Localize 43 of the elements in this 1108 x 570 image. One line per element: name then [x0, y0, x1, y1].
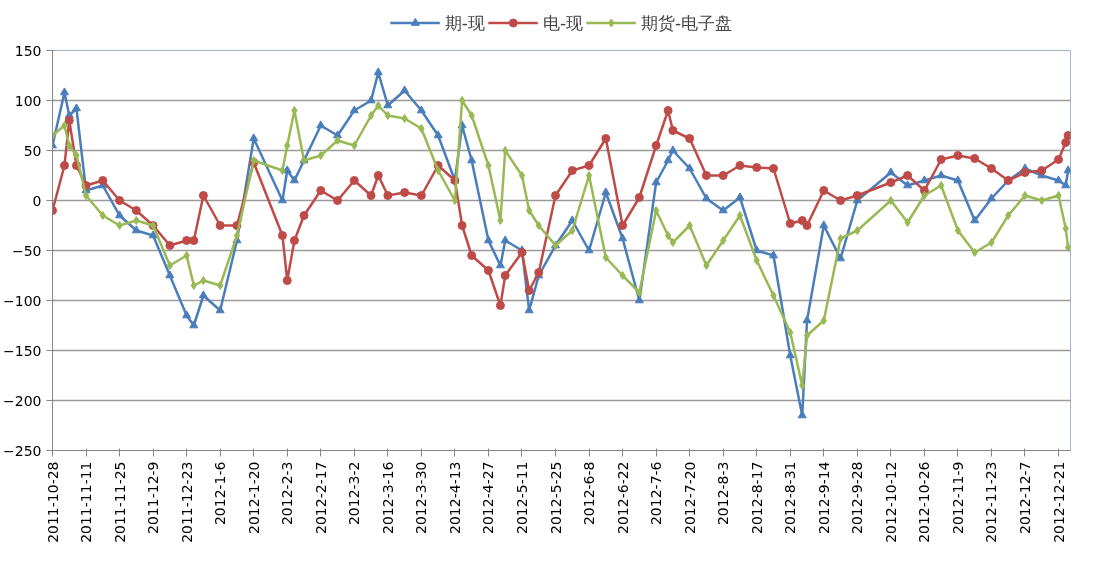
y-tick-label: 100 [14, 92, 42, 109]
x-tick-label: 2012-11-23 [983, 461, 1000, 543]
legend-label: 期货-电子盘 [641, 11, 733, 34]
x-tick-label: 2012-7-6 [648, 461, 665, 526]
legend-label: 期-现 [444, 11, 485, 34]
x-tick-label: 2012-1-6 [212, 461, 229, 526]
x-tick-label: 2012-9-14 [815, 461, 832, 534]
x-tick-label: 2012-2-3 [279, 461, 296, 526]
x-tick-label: 2012-8-17 [748, 461, 765, 534]
x-tick-label: 2012-6-8 [581, 461, 598, 526]
x-tick-label: 2012-9-28 [849, 461, 866, 534]
y-tick-label: −150 [3, 342, 42, 359]
x-tick-label: 2012-3-30 [413, 461, 430, 534]
x-tick-label: 2011-12-9 [145, 461, 162, 534]
x-tick-label: 2012-5-11 [513, 461, 530, 534]
x-tick-label: 2012-4-13 [446, 461, 463, 534]
x-tick-label: 2011-11-11 [78, 461, 95, 543]
x-tick-label: 2011-11-25 [111, 461, 128, 543]
legend-label: 电-现 [542, 11, 584, 34]
x-tick-label: 2012-4-27 [480, 461, 497, 534]
y-tick-label: −100 [3, 292, 42, 309]
x-tick-label: 2012-10-12 [882, 461, 899, 543]
y-tick-label: −200 [3, 392, 42, 409]
x-tick-label: 2012-3-16 [379, 461, 396, 534]
y-tick-label: 50 [23, 142, 42, 159]
y-tick-label: −250 [3, 442, 42, 459]
y-tick-label: 0 [32, 192, 42, 209]
x-tick-label: 2012-1-20 [245, 461, 262, 534]
x-tick-label: 2012-8-3 [715, 461, 732, 526]
y-tick-label: −50 [11, 242, 42, 259]
x-tick-label: 2012-3-2 [346, 461, 363, 526]
x-tick-label: 2011-10-28 [44, 461, 61, 543]
x-tick-label: 2012-11-9 [949, 461, 966, 534]
x-tick-label: 2012-8-31 [782, 461, 799, 534]
x-tick-label: 2012-6-22 [614, 461, 631, 534]
y-tick-label: 150 [14, 42, 42, 59]
x-tick-label: 2012-10-26 [916, 461, 933, 543]
x-tick-label: 2012-5-25 [547, 461, 564, 534]
x-tick-label: 2012-12-21 [1050, 461, 1067, 543]
x-tick-label: 2012-12-7 [1016, 461, 1033, 534]
x-tick-label: 2012-2-17 [312, 461, 329, 534]
x-tick-label: 2012-7-20 [681, 461, 698, 534]
x-tick-label: 2011-12-23 [178, 461, 195, 543]
